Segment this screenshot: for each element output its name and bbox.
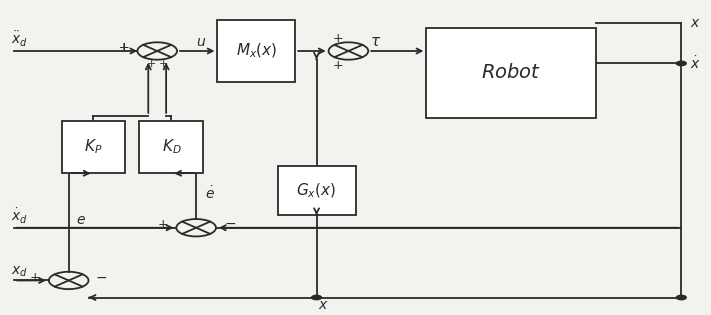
Text: +: + [157,218,168,231]
Text: $\ddot{x}_d$: $\ddot{x}_d$ [11,30,28,49]
Circle shape [676,295,686,300]
Text: $K_D$: $K_D$ [161,138,181,157]
FancyBboxPatch shape [139,121,203,174]
Text: $\dot{x}$: $\dot{x}$ [690,55,700,72]
Circle shape [311,295,321,300]
FancyBboxPatch shape [218,20,295,82]
Text: +: + [146,59,156,69]
Text: $x$: $x$ [690,16,700,30]
Text: $u$: $u$ [196,35,206,49]
Text: +: + [332,60,343,72]
Text: $M_x(x)$: $M_x(x)$ [235,42,277,60]
Text: −: − [225,217,236,231]
Text: $K_P$: $K_P$ [85,138,102,157]
Text: +: + [332,32,343,45]
Text: +: + [118,41,129,54]
Circle shape [676,61,686,66]
Text: $\dot{x}_d$: $\dot{x}_d$ [11,207,28,226]
Text: $\it{Robot}$: $\it{Robot}$ [481,63,541,82]
Text: +: + [118,41,129,54]
Text: $e$: $e$ [76,213,85,226]
FancyBboxPatch shape [62,121,125,174]
Text: +: + [118,41,129,54]
FancyBboxPatch shape [277,166,356,215]
Text: +: + [30,271,41,284]
Text: $\dot{e}$: $\dot{e}$ [205,185,215,202]
Text: $x$: $x$ [319,298,329,312]
Text: −: − [95,270,107,284]
Text: $\tau$: $\tau$ [370,34,381,49]
FancyBboxPatch shape [427,28,597,118]
Text: +: + [159,59,168,69]
Text: $G_x(x)$: $G_x(x)$ [296,181,336,200]
Text: $x_d$: $x_d$ [11,265,28,279]
